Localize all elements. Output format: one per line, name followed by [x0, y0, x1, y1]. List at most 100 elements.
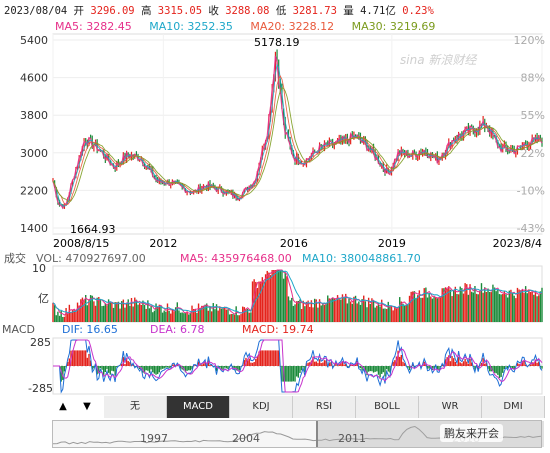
volume-bar: [403, 305, 406, 322]
volume-bar: [68, 304, 71, 322]
volume-bar: [295, 301, 298, 322]
macd-bar: [76, 350, 79, 366]
volume-bar: [206, 303, 208, 322]
macd-bar: [277, 350, 280, 366]
volume-bar: [366, 307, 368, 322]
tab-boll[interactable]: BOLL: [356, 396, 419, 418]
tab-kdj[interactable]: KDJ: [230, 396, 293, 418]
volume-bar: [281, 270, 283, 322]
down-arrow-button[interactable]: ▼: [76, 396, 98, 418]
macd-bar: [255, 358, 257, 366]
macd-bar: [345, 363, 347, 366]
macd-bar: [294, 366, 296, 382]
macd-bar: [464, 358, 466, 366]
tab-dmi[interactable]: DMI: [482, 396, 545, 418]
macd-bar: [459, 362, 461, 366]
quote-info-line: 2023/08/04 开 3296.09 高 3315.05 收 3288.08…: [4, 3, 434, 18]
volume-bar: [215, 304, 218, 322]
volume-bar: [114, 302, 116, 322]
nav-year-2011: 2011: [338, 432, 366, 445]
volume-bar: [212, 303, 214, 322]
macd-bar: [62, 366, 64, 380]
price-lines: [52, 55, 543, 210]
macd-bar: [98, 366, 100, 374]
volume-bar: [276, 270, 278, 322]
volume-bar: [428, 292, 430, 322]
volume-bar: [333, 298, 335, 322]
volume-bar: [142, 300, 144, 322]
volume-bar: [168, 310, 170, 322]
macd-bar: [232, 366, 234, 368]
volume-bar: [122, 299, 125, 322]
macd-bar: [147, 366, 149, 371]
volume-bar: [80, 299, 82, 322]
volume-bar: [330, 298, 332, 322]
volume-bar: [294, 304, 296, 322]
volume-bar: [78, 305, 80, 322]
macd-bar: [354, 364, 357, 366]
macd-bar: [500, 366, 502, 377]
macd-bar: [356, 360, 358, 366]
ma30-line: [52, 87, 543, 203]
volume-bar: [117, 301, 120, 322]
macd-bar: [444, 359, 447, 366]
volume-bar: [273, 270, 275, 322]
volume-bar: [73, 310, 75, 322]
macd-bar: [392, 361, 394, 366]
volume-bar: [297, 300, 300, 322]
volume-bar: [448, 286, 450, 322]
tab-rsi[interactable]: RSI: [293, 396, 356, 418]
macd-bar: [502, 366, 504, 373]
macd-bar: [210, 365, 213, 366]
volume-bar: [94, 305, 97, 322]
x-tick-label: 2008/8/15: [53, 237, 109, 250]
navigator-selection-handle[interactable]: [316, 421, 544, 447]
volume-bar: [204, 304, 206, 322]
volume-bar: [173, 311, 175, 322]
volume-bar: [413, 291, 416, 322]
volume-bar: [235, 306, 237, 322]
macd-dif-legend: DIF: 16.65: [62, 323, 118, 336]
volume-bar: [349, 301, 352, 322]
macd-y-top: 285: [30, 336, 51, 349]
volume-bar: [253, 279, 255, 322]
volume-bar: [98, 296, 100, 322]
volume-bar: [127, 299, 129, 322]
volume-bar: [325, 303, 327, 322]
macd-bar: [325, 360, 327, 366]
wechat-badge: 鹏友来开会: [440, 424, 503, 442]
macd-bar: [385, 366, 388, 370]
volume-bar: [243, 307, 246, 322]
macd-bar: [397, 350, 399, 366]
volume-bar: [312, 307, 314, 322]
macd-bar: [145, 366, 147, 371]
macd-bar: [376, 366, 378, 372]
macd-bar: [474, 366, 476, 370]
macd-bar: [536, 362, 538, 366]
volume-bar: [449, 289, 452, 322]
ma5-legend: MA5: 3282.45: [55, 20, 132, 33]
high-label: 高: [140, 5, 152, 17]
volume-bar: [346, 303, 349, 322]
volume-bar: [192, 308, 195, 322]
macd-bar: [63, 366, 66, 372]
volume-bar: [269, 275, 272, 322]
volume-bar: [156, 306, 159, 322]
macd-bar: [225, 366, 228, 369]
macd-bar: [120, 363, 123, 366]
up-arrow-button[interactable]: ▲: [52, 396, 74, 418]
tab-无[interactable]: 无: [104, 396, 167, 418]
volume-bar: [101, 306, 103, 322]
macd-bar: [155, 366, 157, 375]
volume-bar: [52, 302, 54, 322]
volume-bar: [526, 293, 528, 322]
macd-bar: [454, 361, 457, 366]
macd-bar: [93, 366, 95, 369]
volume-bar: [477, 294, 479, 322]
low-annotation: 1664.93: [70, 223, 116, 236]
macd-bar: [492, 366, 494, 372]
tab-wr[interactable]: WR: [419, 396, 482, 418]
volume-bar: [53, 305, 56, 322]
macd-bar: [271, 350, 273, 366]
tab-macd[interactable]: MACD: [167, 396, 230, 418]
